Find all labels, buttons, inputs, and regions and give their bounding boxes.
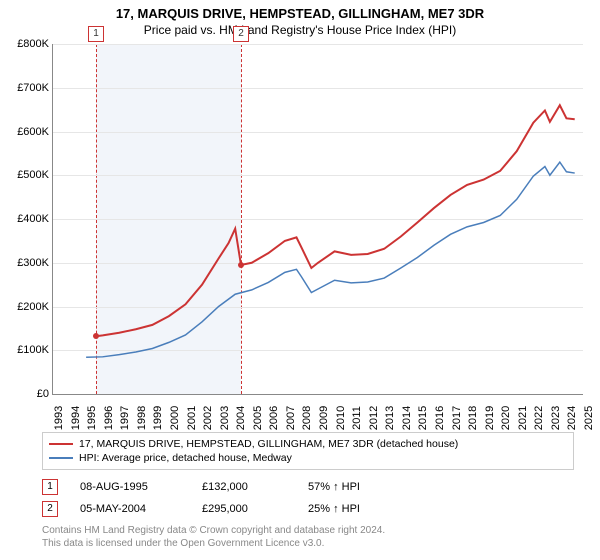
x-tick-label: 2020 [500, 406, 512, 430]
x-tick-label: 2015 [417, 406, 429, 430]
legend-swatch [49, 457, 73, 459]
footer-text: Contains HM Land Registry data © Crown c… [42, 524, 385, 550]
x-tick-label: 2017 [451, 406, 463, 430]
event-price: £295,000 [202, 503, 286, 515]
y-tick-label: £700K [7, 82, 49, 94]
legend-swatch [49, 443, 73, 445]
gridline [53, 350, 583, 351]
x-tick-label: 1995 [86, 406, 98, 430]
x-tick-label: 2007 [285, 406, 297, 430]
y-tick-label: £100K [7, 344, 49, 356]
x-tick-label: 2010 [335, 406, 347, 430]
x-tick-label: 2002 [202, 406, 214, 430]
gridline [53, 132, 583, 133]
x-tick-label: 2024 [566, 406, 578, 430]
y-tick-label: £800K [7, 38, 49, 50]
legend-row: HPI: Average price, detached house, Medw… [49, 451, 567, 465]
x-tick-label: 1997 [119, 406, 131, 430]
x-tick-label: 2021 [517, 406, 529, 430]
x-tick-label: 2009 [318, 406, 330, 430]
event-marker-icon: 2 [42, 501, 58, 517]
event-dot [93, 333, 99, 339]
event-date: 08-AUG-1995 [80, 481, 180, 493]
x-tick-label: 2011 [351, 406, 363, 430]
x-tick-label: 2018 [467, 406, 479, 430]
x-tick-label: 2014 [401, 406, 413, 430]
x-tick-label: 1993 [53, 406, 65, 430]
event-dot [238, 262, 244, 268]
y-tick-label: £600K [7, 126, 49, 138]
x-tick-label: 2006 [268, 406, 280, 430]
legend-row: 17, MARQUIS DRIVE, HEMPSTEAD, GILLINGHAM… [49, 437, 567, 451]
x-tick-label: 1996 [103, 406, 115, 430]
event-price: £132,000 [202, 481, 286, 493]
x-tick-label: 1994 [70, 406, 82, 430]
x-tick-label: 2005 [252, 406, 264, 430]
event-marker-1: 1 [88, 26, 104, 42]
gridline [53, 219, 583, 220]
event-row: 2 05-MAY-2004 £295,000 25% ↑ HPI [42, 498, 360, 520]
gridline [53, 307, 583, 308]
x-tick-label: 1999 [152, 406, 164, 430]
x-tick-label: 1998 [136, 406, 148, 430]
footer-line1: Contains HM Land Registry data © Crown c… [42, 524, 385, 537]
x-tick-label: 2003 [219, 406, 231, 430]
event-marker-2: 2 [233, 26, 249, 42]
x-tick-label: 2004 [235, 406, 247, 430]
gridline [53, 88, 583, 89]
x-tick-label: 2001 [186, 406, 198, 430]
gridline [53, 263, 583, 264]
y-tick-label: £200K [7, 301, 49, 313]
x-tick-label: 2023 [550, 406, 562, 430]
y-tick-label: £0 [7, 388, 49, 400]
y-tick-label: £300K [7, 257, 49, 269]
chart-plot-area: £0£100K£200K£300K£400K£500K£600K£700K£80… [52, 44, 583, 395]
x-tick-label: 2019 [484, 406, 496, 430]
y-tick-label: £400K [7, 213, 49, 225]
legend-box: 17, MARQUIS DRIVE, HEMPSTEAD, GILLINGHAM… [42, 432, 574, 470]
x-tick-label: 2022 [533, 406, 545, 430]
gridline [53, 175, 583, 176]
legend-label: HPI: Average price, detached house, Medw… [79, 452, 292, 464]
events-table: 1 08-AUG-1995 £132,000 57% ↑ HPI 2 05-MAY-200… [42, 476, 360, 520]
footer-line2: This data is licensed under the Open Gov… [42, 537, 385, 550]
legend-label: 17, MARQUIS DRIVE, HEMPSTEAD, GILLINGHAM… [79, 438, 458, 450]
event-row: 1 08-AUG-1995 £132,000 57% ↑ HPI [42, 476, 360, 498]
x-tick-label: 2012 [368, 406, 380, 430]
event-pct: 25% ↑ HPI [308, 503, 360, 515]
event-date: 05-MAY-2004 [80, 503, 180, 515]
gridline [53, 44, 583, 45]
chart-title: 17, MARQUIS DRIVE, HEMPSTEAD, GILLINGHAM… [0, 0, 600, 21]
x-tick-label: 2013 [384, 406, 396, 430]
event-marker-icon: 1 [42, 479, 58, 495]
event-pct: 57% ↑ HPI [308, 481, 360, 493]
y-tick-label: £500K [7, 169, 49, 181]
x-tick-label: 2016 [434, 406, 446, 430]
x-tick-label: 2000 [169, 406, 181, 430]
x-tick-label: 2008 [301, 406, 313, 430]
x-tick-label: 2025 [583, 406, 595, 430]
